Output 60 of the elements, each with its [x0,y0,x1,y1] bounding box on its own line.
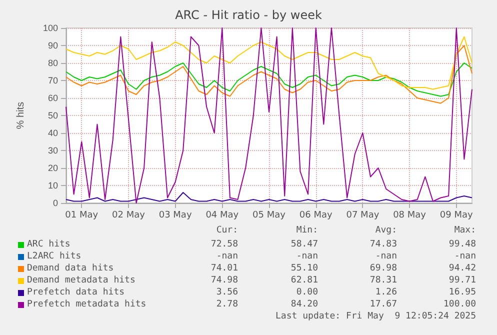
legend-label: Demand metadata hits [27,276,136,286]
x-tick-label: 05 May [252,210,286,220]
text: 84.20 [290,300,318,310]
text: 99.48 [448,240,476,250]
x-tick-label: 04 May [206,210,240,220]
text: 74.83 [370,240,397,250]
text: 17.67 [370,300,397,310]
x-tick-label: 09 May [440,210,474,220]
text: -nan [216,252,238,262]
x-tick-label: 01 May [65,210,99,220]
y-tick-label: 50 [48,110,58,120]
legend-label: L2ARC hits [27,252,82,262]
y-tick-label: 70 [48,76,58,86]
text: 94.42 [448,264,476,274]
text: 1.26 [375,288,397,298]
y-tick-label: 0 [52,198,58,208]
y-tick-label: 100 [42,23,58,33]
text: 2.78 [216,300,238,310]
x-tick-label: 07 May [346,210,380,220]
text: Avg: [375,226,397,236]
text: Min: [296,226,318,236]
text: 99.71 [448,276,476,286]
legend-label: Demand data hits [27,264,114,274]
y-tick-label: 30 [48,146,58,156]
text: -nan [296,252,318,262]
text: 62.81 [290,276,318,286]
line-series [66,45,472,104]
y-axis-title: % hits [16,102,26,130]
text: 74.98 [210,276,238,286]
line-series [66,62,472,97]
x-tick-label: 02 May [112,210,146,220]
text: 74.01 [210,264,238,274]
text: 78.31 [370,276,397,286]
x-tick-label: 06 May [299,210,333,220]
text: Max: [454,226,476,236]
text: -nan [375,252,397,262]
y-tick-label: 80 [48,58,58,68]
text: 16.95 [448,288,476,298]
text: 72.58 [210,240,238,250]
y-tick-label: 60 [48,93,58,103]
text: -nan [454,252,476,262]
y-tick-label: 40 [48,128,58,138]
legend-label: Prefetch data hits [27,288,125,298]
legend-label: Prefetch metadata hits [27,300,146,310]
text: Cur: [216,226,238,236]
text: 100.00 [443,300,476,310]
text: 69.98 [370,264,397,274]
text: Last update: Fri May 9 12:05:24 2025 [276,312,476,322]
x-tick-label: 08 May [393,210,427,220]
text: 58.47 [290,240,318,250]
x-tick-label: 03 May [158,210,192,220]
text: 0.00 [296,288,318,298]
text: 3.56 [216,288,238,298]
line-series [66,36,472,90]
y-tick-label: 10 [48,180,58,190]
text: 55.10 [290,264,318,274]
y-tick-label: 20 [48,163,58,173]
chart-title: ARC - Hit ratio - by week [175,8,322,22]
legend-label: ARC hits [27,240,70,250]
y-tick-label: 90 [48,40,58,50]
